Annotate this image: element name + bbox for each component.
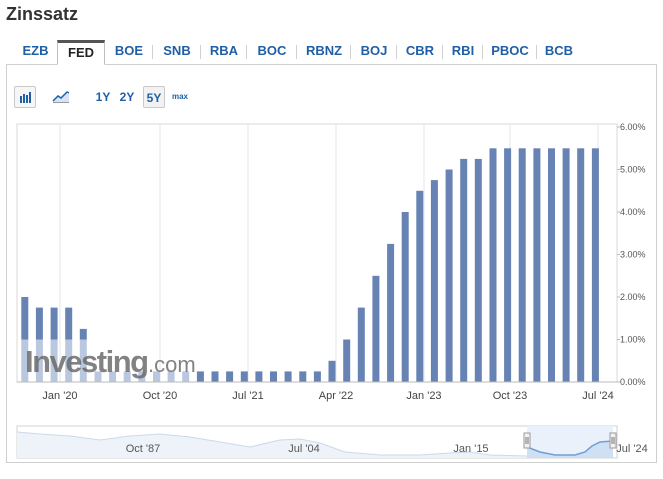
- tab-bcb[interactable]: BCB: [544, 43, 574, 58]
- tab-boj[interactable]: BOJ: [360, 43, 388, 58]
- bar-chart-icon-glyph: [20, 92, 31, 103]
- range-max[interactable]: max: [171, 92, 188, 101]
- tab-pboc[interactable]: PBOC: [491, 43, 529, 58]
- area-chart-icon[interactable]: [50, 86, 72, 108]
- tab-fed[interactable]: FED: [57, 40, 105, 65]
- central-bank-tabs: EZB FED BOE SNB RBA BOC RBNZ BOJ CBR RBI PBOC BCB: [6, 40, 657, 65]
- tab-boc[interactable]: BOC: [257, 43, 287, 58]
- range-2y[interactable]: 2Y: [119, 90, 135, 104]
- tab-rbi[interactable]: RBI: [451, 43, 475, 58]
- area-chart-icon-glyph: [52, 91, 70, 103]
- range-5y[interactable]: 5Y: [143, 86, 165, 108]
- tab-separator: [152, 45, 153, 59]
- tab-separator: [442, 45, 443, 59]
- page-title: Zinssatz: [6, 4, 79, 24]
- tab-rbnz[interactable]: RBNZ: [305, 43, 343, 58]
- tab-separator: [296, 45, 297, 59]
- tab-rba[interactable]: RBA: [209, 43, 239, 58]
- tab-ezb[interactable]: EZB: [22, 43, 49, 58]
- tab-snb[interactable]: SNB: [163, 43, 191, 58]
- tab-separator: [482, 45, 483, 59]
- bar-chart-icon[interactable]: [14, 86, 36, 108]
- chart-panel: [6, 65, 657, 463]
- tab-separator: [536, 45, 537, 59]
- tab-separator: [246, 45, 247, 59]
- tab-separator: [396, 45, 397, 59]
- tab-separator: [200, 45, 201, 59]
- tab-boe[interactable]: BOE: [114, 43, 144, 58]
- tab-cbr[interactable]: CBR: [405, 43, 435, 58]
- range-1y[interactable]: 1Y: [95, 90, 111, 104]
- tab-separator: [350, 45, 351, 59]
